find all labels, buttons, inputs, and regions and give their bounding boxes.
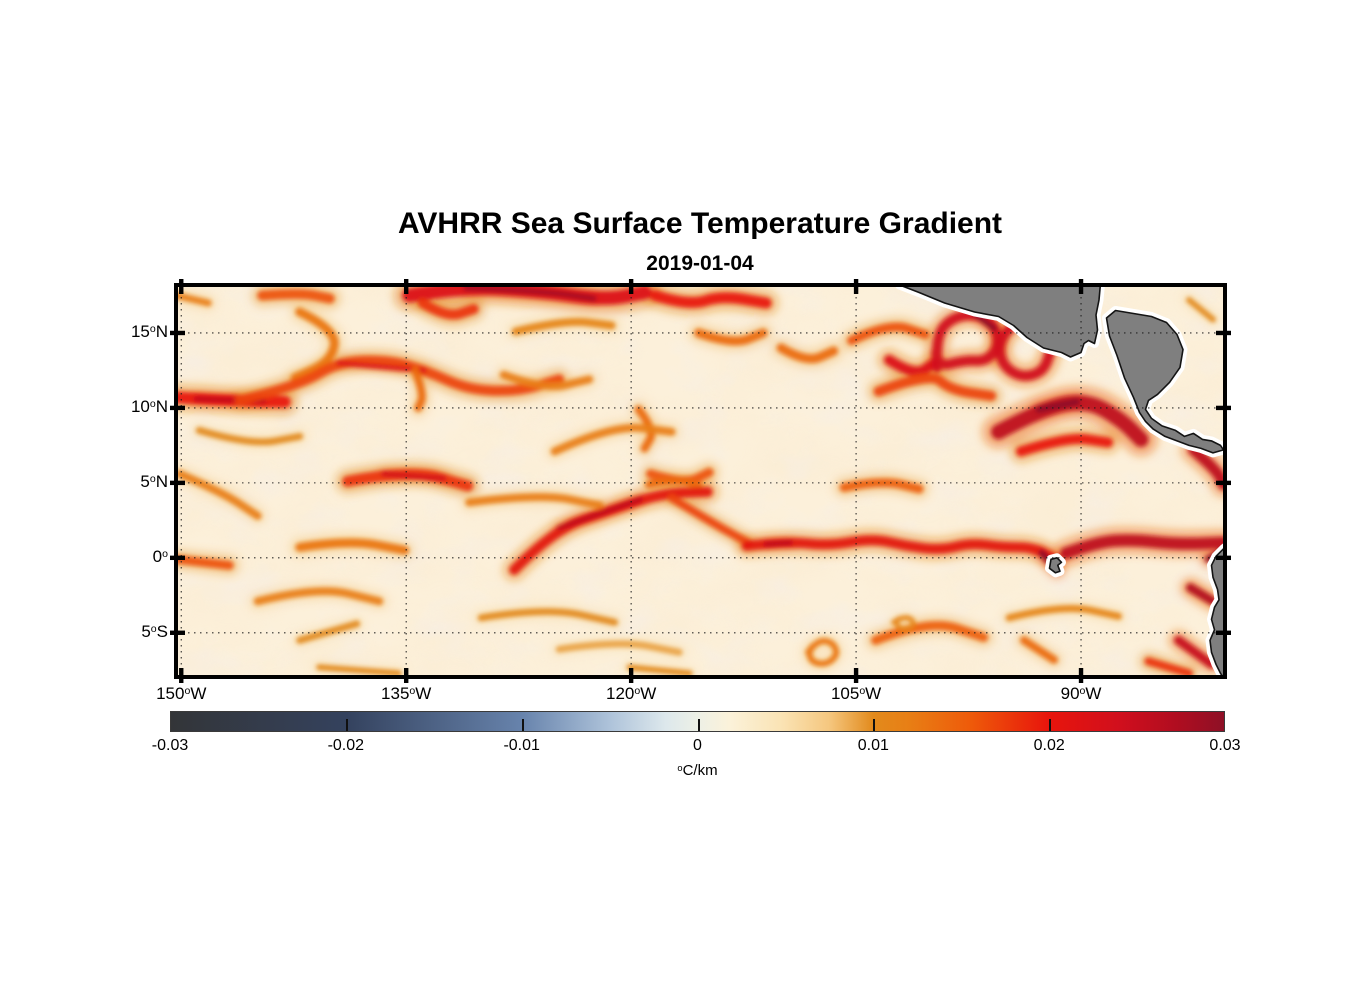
colorbar-tick bbox=[521, 719, 524, 731]
sst-front bbox=[763, 540, 793, 547]
sst-front bbox=[1186, 297, 1216, 323]
y-tick-label: 5oN bbox=[140, 471, 168, 491]
colorbar-tick-label: -0.01 bbox=[503, 737, 540, 754]
y-tick-label: 0o bbox=[152, 546, 168, 566]
sst-front bbox=[499, 370, 594, 391]
colorbar-tick-label: 0.01 bbox=[857, 737, 889, 754]
land-layer bbox=[895, 285, 1225, 677]
colorbar-tick bbox=[1049, 719, 1052, 731]
sst-front bbox=[847, 322, 930, 345]
sst-front bbox=[381, 471, 447, 481]
colorbar-tick-label: 0 bbox=[693, 737, 702, 754]
sst-front bbox=[511, 317, 616, 336]
sst-gradient-map bbox=[170, 279, 1231, 683]
sst-front bbox=[1186, 583, 1218, 606]
colorbar-tick bbox=[873, 719, 876, 731]
graticule-layer bbox=[176, 285, 1225, 677]
y-tick-label: 10oN bbox=[130, 396, 168, 416]
sst-front bbox=[290, 307, 339, 383]
colorbar-tick-label: 0.02 bbox=[1033, 737, 1065, 754]
sst-front bbox=[1060, 534, 1225, 560]
land-region-Mexico-Guatemala bbox=[898, 285, 1102, 358]
map-plot bbox=[170, 279, 1231, 683]
sst-front bbox=[741, 535, 1061, 565]
x-tick-label: 120oW bbox=[606, 684, 657, 703]
sst-front bbox=[626, 664, 693, 677]
colorbar-tick-label: 0.03 bbox=[1209, 737, 1241, 754]
sst-front bbox=[649, 290, 772, 309]
sst-front bbox=[871, 621, 989, 645]
sst-front bbox=[295, 538, 410, 555]
x-tick-label: 150oW bbox=[156, 684, 207, 703]
colorbar-tick bbox=[697, 719, 700, 731]
sst-front bbox=[253, 587, 384, 606]
sst-front bbox=[465, 493, 604, 510]
colorbar-tick-label: -0.03 bbox=[151, 737, 189, 754]
sst-front bbox=[805, 637, 840, 667]
y-tick-label: 5oS bbox=[141, 621, 168, 641]
land-region-Honduras-Nicaragua-CostaRica-Panama bbox=[1105, 309, 1225, 454]
sst-front bbox=[336, 360, 427, 373]
sst-front bbox=[645, 476, 703, 490]
colorbar-unit-label: oC/km bbox=[677, 762, 718, 779]
sst-front bbox=[555, 640, 683, 656]
sst-front bbox=[556, 496, 643, 531]
sst-front bbox=[316, 664, 402, 677]
sst-front bbox=[550, 423, 676, 456]
sst-front bbox=[1144, 657, 1193, 677]
sst-front bbox=[176, 554, 234, 570]
sst-front bbox=[776, 343, 839, 364]
land-region-Galapagos-Islands bbox=[1048, 557, 1063, 574]
sst-front bbox=[1016, 433, 1113, 457]
sst-front bbox=[694, 328, 768, 346]
front-layer bbox=[176, 285, 1225, 677]
figure-title: AVHRR Sea Surface Temperature Gradient bbox=[397, 207, 1003, 240]
map-frame bbox=[174, 283, 1227, 679]
sst-front bbox=[1188, 444, 1225, 490]
sst-front bbox=[891, 615, 916, 632]
sst-front bbox=[176, 469, 262, 520]
sst-front bbox=[417, 298, 479, 320]
y-tick-label: 15oN bbox=[130, 321, 168, 341]
sst-front bbox=[873, 373, 997, 401]
sst-front bbox=[296, 620, 361, 644]
land-region-South-America-Ecuador-Peru bbox=[1209, 546, 1225, 677]
sst-front bbox=[1035, 398, 1080, 413]
sst-front bbox=[463, 285, 597, 302]
colorbar-tick bbox=[345, 719, 348, 731]
colorbar-tick-label: -0.02 bbox=[327, 737, 365, 754]
sst-front bbox=[884, 355, 940, 377]
sst-front bbox=[839, 478, 924, 494]
sst-front bbox=[667, 493, 753, 547]
x-tick-label: 90oW bbox=[1060, 684, 1102, 703]
sst-front bbox=[1174, 635, 1216, 669]
sst-front bbox=[931, 310, 1003, 373]
x-tick-label: 135oW bbox=[381, 684, 432, 703]
sst-front bbox=[477, 608, 619, 626]
sst-front bbox=[411, 366, 426, 412]
colorbar-gradient bbox=[170, 711, 1225, 732]
sst-front bbox=[1020, 636, 1058, 664]
figure-subtitle: 2019-01-04 bbox=[646, 252, 754, 275]
sst-front bbox=[195, 426, 304, 446]
sst-front bbox=[1005, 604, 1122, 622]
sst-front bbox=[257, 289, 335, 304]
x-tick-label: 105oW bbox=[830, 684, 882, 703]
sst-front bbox=[176, 292, 212, 307]
sst-front bbox=[234, 355, 565, 406]
